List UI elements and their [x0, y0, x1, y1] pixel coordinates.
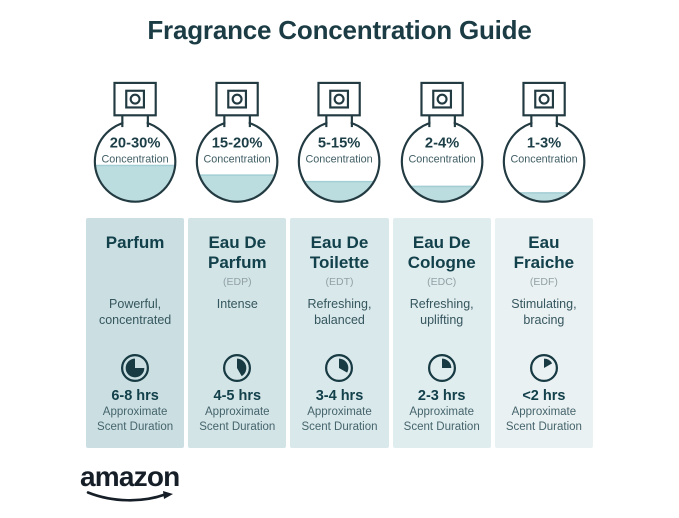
fragrance-abbreviation: (EDC) — [427, 275, 457, 288]
fragrance-card: Eau Fraiche (EDF) Stimulating, bracing <… — [494, 217, 593, 448]
nozzle-hole-icon — [538, 93, 550, 105]
bottle-liquid — [95, 164, 175, 201]
concentration-label: Concentration — [204, 153, 271, 165]
concentration-label: Concentration — [408, 153, 475, 165]
perfume-bottle-illustration: 20-30% Concentration — [93, 81, 177, 203]
perfume-bottle-illustration: 5-15% Concentration — [298, 81, 381, 203]
scent-duration: <2 hrs — [522, 387, 566, 404]
amazon-wordmark: amazon — [80, 461, 180, 492]
fragrance-description: Refreshing, uplifting — [409, 296, 474, 327]
fragrance-card: Eau De Cologne (EDC) Refreshing, uplifti… — [392, 217, 491, 448]
fragrance-column-eau-de-cologne: 2-4% Concentration Eau De Cologne (EDC) … — [392, 78, 491, 448]
scent-duration: 6-8 hrs — [111, 387, 159, 404]
concentration-value: 1-3% — [527, 136, 561, 152]
fragrance-abbreviation: (EDF) — [529, 275, 558, 288]
concentration-value: 5-15% — [318, 136, 361, 152]
scent-duration: 4-5 hrs — [213, 387, 262, 404]
clock-icon — [121, 353, 150, 382]
scent-duration: 3-4 hrs — [315, 387, 364, 404]
fragrance-name: Eau De Parfum — [208, 232, 267, 272]
perfume-bottle-illustration: 1-3% Concentration — [502, 81, 586, 203]
bottle-nozzle — [329, 89, 350, 109]
clock-icon — [223, 353, 252, 382]
concentration-value: 15-20% — [212, 136, 263, 152]
fragrance-card: Parfum Powerful, concentrated 6-8 hrs Ap… — [86, 217, 185, 448]
clock-icon — [427, 353, 456, 382]
duration-caption: Approximate Scent Duration — [403, 405, 480, 433]
fragrance-card: Eau De Parfum (EDP) Intense 4-5 hrs Appr… — [188, 217, 287, 448]
bottle-neck — [225, 116, 249, 129]
duration-caption: Approximate Scent Duration — [97, 405, 174, 433]
fragrance-abbreviation: (EDT) — [325, 275, 354, 288]
clock-icon — [325, 353, 354, 382]
amazon-logo: amazon — [80, 462, 190, 508]
bottle-liquid — [300, 180, 379, 201]
fragrance-column-parfum: 20-30% Concentration Parfum Powerful, co… — [86, 78, 185, 448]
fragrance-column-eau-de-toilette: 5-15% Concentration Eau De Toilette (EDT… — [290, 78, 389, 448]
fragrance-name: Parfum — [105, 232, 165, 252]
duration-caption: Approximate Scent Duration — [199, 405, 276, 433]
fragrance-name: Eau Fraiche — [513, 232, 575, 272]
fragrance-description: Intense — [216, 296, 258, 311]
perfume-bottle-illustration: 15-20% Concentration — [195, 81, 279, 203]
concentration-label: Concentration — [510, 153, 577, 165]
fragrance-abbreviation: (EDP) — [222, 275, 252, 288]
fragrance-description: Refreshing, balanced — [307, 296, 372, 327]
amazon-smile-icon — [86, 491, 173, 502]
fragrance-card: Eau De Toilette (EDT) Refreshing, balanc… — [290, 217, 389, 448]
nozzle-hole-icon — [231, 93, 243, 105]
fragrance-name: Eau De Cologne — [407, 232, 476, 272]
fragrance-column-eau-fraiche: 1-3% Concentration Eau Fraiche (EDF) Sti… — [494, 78, 593, 448]
fragrance-name: Eau De Toilette — [309, 232, 370, 272]
concentration-label: Concentration — [102, 153, 169, 165]
bottle-cap — [522, 81, 566, 117]
perfume-bottle-illustration: 2-4% Concentration — [400, 81, 484, 203]
nozzle-hole-icon — [129, 93, 141, 105]
columns-container: 20-30% Concentration Parfum Powerful, co… — [86, 78, 593, 448]
duration-caption: Approximate Scent Duration — [301, 405, 378, 433]
concentration-value: 20-30% — [110, 136, 161, 152]
duration-caption: Approximate Scent Duration — [505, 405, 582, 433]
bottle-nozzle — [227, 89, 248, 109]
scent-duration: 2-3 hrs — [417, 387, 466, 404]
fragrance-description: Powerful, concentrated — [98, 296, 172, 327]
nozzle-hole-icon — [436, 93, 448, 105]
concentration-value: 2-4% — [425, 136, 459, 152]
bottle-neck — [123, 116, 147, 129]
concentration-label: Concentration — [306, 153, 373, 165]
fragrance-column-eau-de-parfum: 15-20% Concentration Eau De Parfum (EDP)… — [188, 78, 287, 448]
nozzle-hole-icon — [333, 93, 345, 105]
bottle-nozzle — [533, 89, 554, 109]
fragrance-description: Stimulating, bracing — [511, 296, 577, 327]
bottle-neck — [327, 116, 352, 129]
bottle-nozzle — [125, 89, 146, 109]
bottle-liquid — [504, 192, 584, 201]
page-title: Fragrance Concentration Guide — [147, 15, 532, 45]
bottle-nozzle — [431, 89, 452, 109]
bottle-neck — [532, 116, 556, 129]
bottle-neck — [430, 116, 454, 129]
clock-icon — [529, 353, 558, 382]
